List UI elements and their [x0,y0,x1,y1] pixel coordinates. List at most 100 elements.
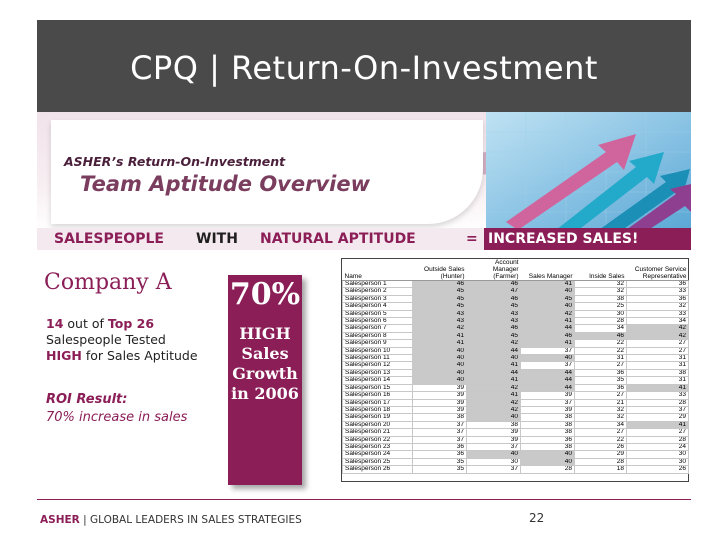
score-cell: 36 [626,279,689,289]
footer-separator: | [83,514,87,526]
table-row: Salesperson 6 43 43 41 28 34 [342,317,689,326]
score-cell: 46 [466,294,521,304]
score-cell: 40 [412,368,467,378]
score-cell: 45 [520,294,575,304]
equation-result: INCREASED SALES! [488,231,639,247]
table-row: Salesperson 11 40 40 40 31 31 [342,354,689,363]
salesperson-name: Salesperson 1 [342,279,413,289]
score-cell: 31 [626,354,689,363]
header-inside-sales: Inside Sales [574,259,627,281]
table-row: Salesperson 1 46 46 41 32 36 [342,279,689,289]
salesperson-name: Salesperson 11 [342,354,413,363]
score-cell: 31 [626,376,689,385]
score-cell: 45 [466,302,521,311]
table-row: Salesperson 22 37 39 36 22 28 [342,435,689,444]
score-cell: 40 [520,450,575,459]
score-cell: 36 [574,383,627,393]
score-cell: 27 [574,428,627,437]
score-cell: 38 [626,368,689,378]
table-row: Salesperson 2 45 47 40 32 33 [342,287,689,296]
purple-arrow [626,184,691,232]
equation-band-background [37,228,691,250]
table-row: Salesperson 21 37 39 38 27 27 [342,428,689,437]
table-row: Salesperson 15 39 42 44 36 41 [342,383,689,393]
teal-arrow-2 [596,169,690,232]
score-cell: 40 [412,361,467,370]
score-cell: 40 [520,302,575,311]
table-body: Salesperson 1 46 46 41 32 36 Salesperson 2 45 47… [342,279,689,474]
score-cell: 40 [520,457,575,467]
score-cell: 36 [412,450,467,459]
salesperson-name: Salesperson 12 [342,361,413,370]
score-cell: 34 [574,324,627,333]
score-cell: 38 [412,413,467,422]
title-bar [37,20,691,112]
roi-title: ROI Result: [46,392,128,407]
salesperson-name: Salesperson 22 [342,435,413,444]
score-cell: 40 [412,376,467,385]
score-cell: 40 [466,354,521,363]
score-cell: 41 [412,339,467,348]
header-name: Name [342,259,413,281]
score-cell: 37 [412,435,467,444]
growth-line-2: Sales [241,344,289,363]
score-cell: 32 [574,279,627,289]
salesperson-name: Salesperson 18 [342,405,413,415]
score-cell: 34 [574,420,627,430]
salesperson-name: Salesperson 23 [342,442,413,452]
salesperson-name: Salesperson 15 [342,383,413,393]
score-cell: 46 [520,331,575,341]
table-row: Salesperson 16 39 41 39 27 33 [342,391,689,400]
score-cell: 31 [574,354,627,363]
score-cell: 38 [520,413,575,422]
score-cell: 38 [520,428,575,437]
score-cell: 44 [520,368,575,378]
score-cell: 25 [574,302,627,311]
company-name: Company A [44,270,172,295]
score-cell: 45 [412,287,467,296]
score-cell: 27 [574,391,627,400]
growth-arrows-graphic [486,112,691,232]
growth-line-4: in 2006 [231,384,299,403]
score-cell: 41 [466,361,521,370]
salesperson-name: Salesperson 9 [342,339,413,348]
score-cell: 30 [466,457,521,467]
score-cell: 29 [626,413,689,422]
score-cell: 39 [520,391,575,400]
score-cell: 40 [412,346,467,356]
footer-divider [37,499,691,500]
score-cell: 44 [520,324,575,333]
score-cell: 35 [574,376,627,385]
score-cell: 37 [626,405,689,415]
score-cell: 33 [626,391,689,400]
score-cell: 44 [466,346,521,356]
table-row: Salesperson 4 45 45 40 25 32 [342,302,689,311]
score-cell: 39 [412,391,467,400]
score-cell: 37 [466,465,521,474]
score-cell: 40 [412,354,467,363]
score-cell: 33 [626,287,689,296]
salesperson-name: Salesperson 21 [342,428,413,437]
score-cell: 38 [520,420,575,430]
banner-headline: Team Aptitude Overview [80,172,370,196]
score-cell: 39 [412,383,467,393]
score-cell: 42 [520,309,575,319]
score-cell: 41 [626,383,689,393]
salesperson-name: Salesperson 26 [342,465,413,474]
score-cell: 35 [412,465,467,474]
score-cell: 36 [520,435,575,444]
score-cell: 42 [412,324,467,333]
equation-natural-aptitude: NATURAL APTITUDE [260,231,416,247]
equation-with: WITH [196,231,238,247]
growth-line-1: HIGH [239,324,291,343]
score-cell: 39 [466,435,521,444]
growth-percent: 70% [229,277,301,312]
header-sales-manager: Sales Manager [520,259,575,281]
score-cell: 30 [626,457,689,467]
score-cell: 41 [520,339,575,348]
table-row: Salesperson 5 43 43 42 30 33 [342,309,689,319]
table-row: Salesperson 12 40 41 37 27 31 [342,361,689,370]
score-cell: 36 [626,294,689,304]
salesperson-name: Salesperson 4 [342,302,413,311]
table-row: Salesperson 26 35 37 28 18 26 [342,465,689,474]
